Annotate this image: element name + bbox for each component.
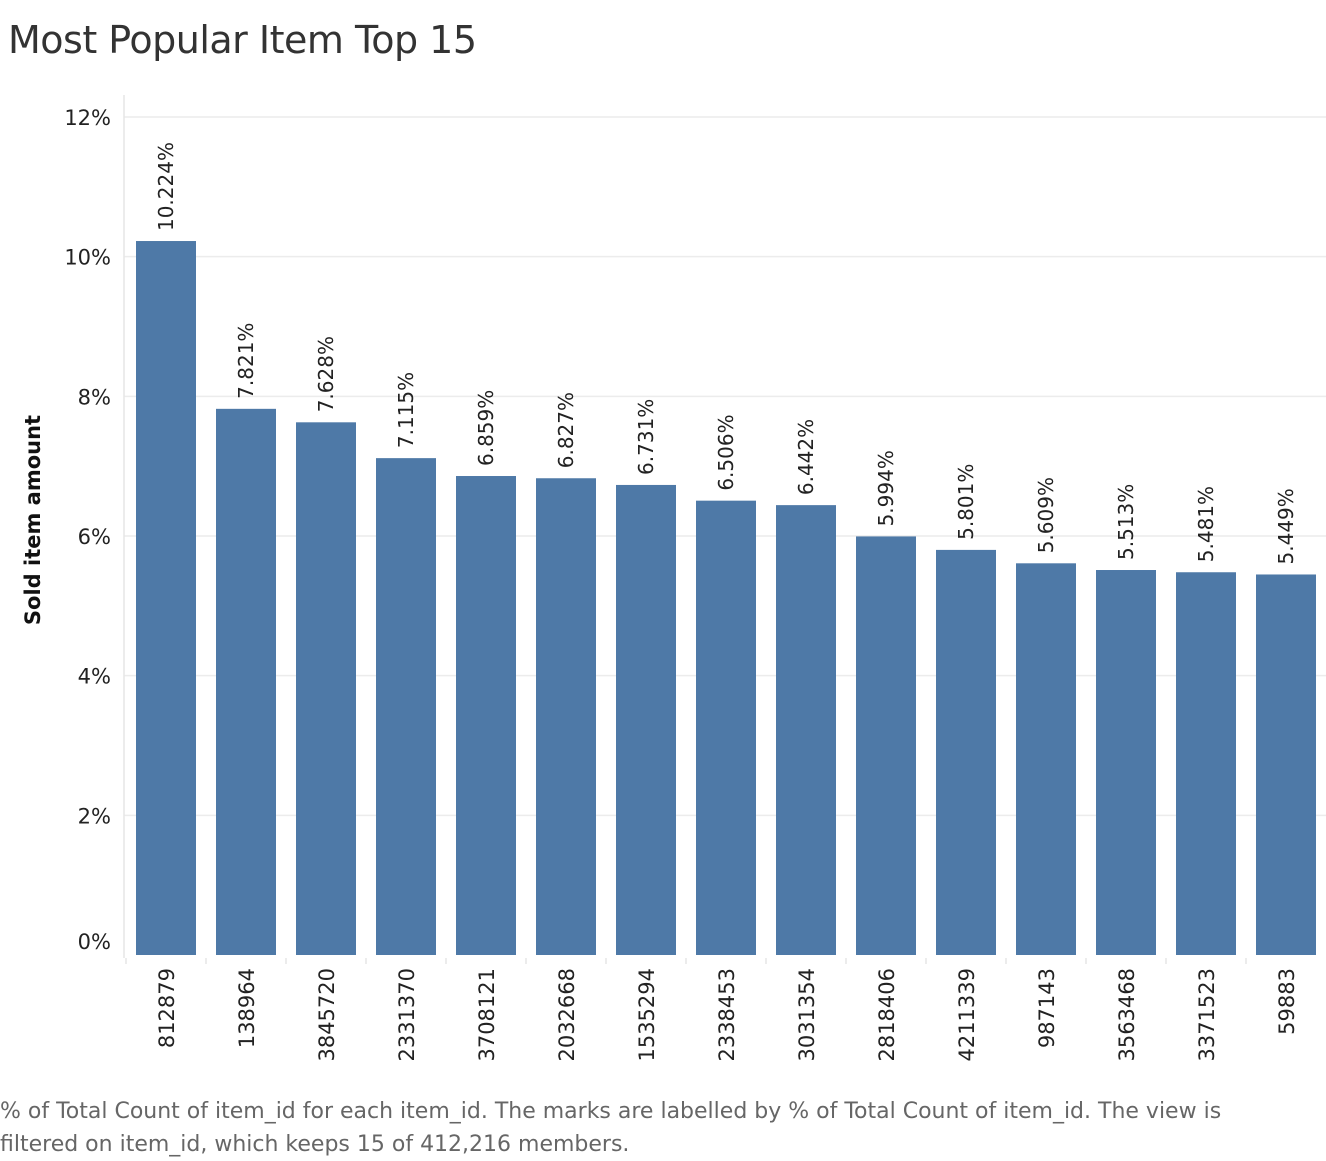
bar [856,536,916,955]
x-tick-label: 4211339 [955,968,979,1062]
bar [136,241,196,956]
data-label: 5.513% [1114,484,1138,560]
x-tick-label: 2338453 [715,968,739,1062]
data-label: 6.859% [474,390,498,466]
bars: 10.224% 7.821% 7.628% 7.115% 6.859% 6.827% 6.7… [136,142,1316,956]
bar [696,500,756,955]
bar [1256,574,1316,955]
y-tick-label: 0% [78,930,111,954]
chart-title: Most Popular Item Top 15 [8,18,477,62]
bar-chart: 0% 2% 4% 6% 8% 10% 12% 10.224% 7.821% 7.628% 7.11… [21,95,1326,1062]
y-tick-label: 6% [78,525,111,549]
x-axis: 812879 138964 3845720 2331370 3708121 2032668… [125,958,1299,1062]
y-tick-label: 10% [64,246,111,270]
x-tick-label: 2818406 [875,968,899,1062]
data-label: 5.481% [1194,486,1218,562]
y-axis-title: Sold item amount [21,415,45,625]
data-label: 5.449% [1274,488,1298,564]
data-label: 5.609% [1034,477,1058,553]
x-tick-label: 3031354 [795,968,819,1062]
data-label: 5.994% [874,450,898,526]
x-tick-label: 2032668 [555,968,579,1062]
x-tick-label: 3371523 [1195,968,1219,1062]
bar [1096,570,1156,955]
data-label: 6.827% [554,392,578,468]
bar [936,549,996,955]
y-tick-label: 2% [78,804,111,828]
y-tick-label: 12% [64,106,111,130]
x-tick-label: 3845720 [315,968,339,1062]
x-tick-label: 1535294 [635,968,659,1062]
chart-caption: % of Total Count of item_id for each ite… [0,1099,1222,1157]
x-tick-label: 59883 [1275,968,1299,1035]
bar [216,408,276,955]
data-label: 7.115% [394,372,418,448]
x-tick-label: 3708121 [475,968,499,1062]
data-label: 6.731% [634,399,658,475]
data-label: 7.628% [314,336,338,412]
bar [1176,572,1236,955]
x-tick-label: 138964 [235,968,259,1048]
bar [376,458,436,955]
data-label: 10.224% [154,142,178,231]
bar [536,478,596,955]
data-label: 7.821% [234,323,258,399]
data-label: 5.801% [954,464,978,540]
y-axis: 0% 2% 4% 6% 8% 10% 12% [64,95,125,958]
bar [616,484,676,955]
data-label: 6.506% [714,414,738,490]
x-tick-label: 2331370 [395,968,419,1062]
x-tick-label: 987143 [1035,968,1059,1048]
bar [1016,563,1076,955]
bar [296,422,356,955]
x-tick-label: 812879 [155,968,179,1048]
bar [456,476,516,955]
data-label: 6.442% [794,419,818,495]
x-tick-label: 3563468 [1115,968,1139,1062]
bar [776,505,836,955]
y-tick-label: 8% [78,385,111,409]
y-tick-label: 4% [78,665,111,689]
